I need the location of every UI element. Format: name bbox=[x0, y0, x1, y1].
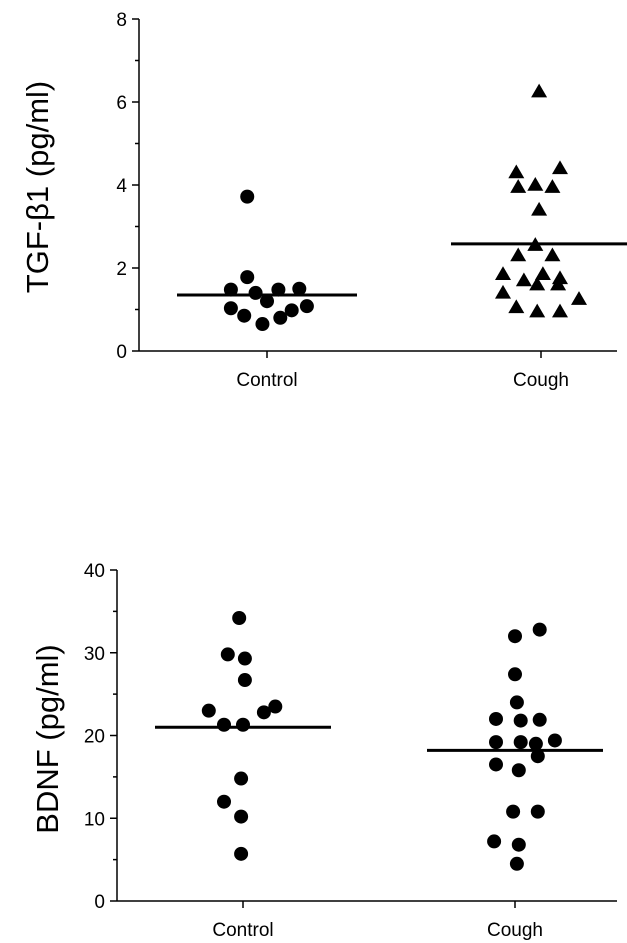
y-axis-title: BDNF (pg/ml) bbox=[30, 644, 65, 833]
data-point-triangle bbox=[495, 266, 511, 280]
data-point-circle bbox=[489, 711, 503, 726]
data-point-triangle bbox=[515, 272, 532, 287]
data-point-circle bbox=[273, 310, 288, 325]
data-point-circle bbox=[237, 308, 252, 323]
data-point-circle bbox=[489, 757, 503, 772]
data-point-circle bbox=[547, 733, 562, 748]
data-point-triangle bbox=[550, 276, 567, 291]
data-point-circle bbox=[528, 736, 543, 751]
data-point-circle bbox=[489, 735, 503, 750]
data-point-circle bbox=[237, 651, 252, 666]
data-point-circle bbox=[487, 834, 502, 849]
y-tick-label: 10 bbox=[84, 809, 105, 830]
bdnf-panel: BDNF (pg/ml) 0 10 20 30 40 Control Cough bbox=[30, 561, 617, 941]
data-point-circle bbox=[234, 809, 249, 824]
data-point-circle bbox=[248, 285, 263, 300]
x-category-label: Cough bbox=[513, 370, 569, 391]
data-point-triangle bbox=[531, 83, 548, 98]
data-point-circle bbox=[234, 771, 249, 786]
data-point-circle bbox=[513, 713, 528, 728]
x-category-label: Cough bbox=[487, 920, 543, 941]
data-point-triangle bbox=[527, 177, 544, 191]
data-point-circle bbox=[268, 699, 283, 714]
y-tick-label: 2 bbox=[116, 259, 127, 280]
tgf-beta1-panel: TGF-β1 (pg/ml) 0 2 4 6 8 Control Cough bbox=[20, 10, 627, 391]
data-point-circle bbox=[530, 804, 545, 819]
x-category-label: Control bbox=[236, 370, 297, 391]
data-point-triangle bbox=[571, 291, 587, 305]
data-point-circle bbox=[513, 735, 528, 750]
data-point-circle bbox=[217, 717, 231, 732]
y-tick-label: 20 bbox=[84, 727, 105, 748]
data-point-circle bbox=[240, 270, 255, 285]
data-point-circle bbox=[236, 717, 250, 732]
data-point-circle bbox=[255, 317, 270, 332]
data-point-circle bbox=[509, 695, 524, 710]
data-point-triangle bbox=[552, 303, 568, 318]
y-tick-label: 4 bbox=[116, 176, 127, 197]
data-point-circle bbox=[237, 673, 252, 688]
data-point-circle bbox=[217, 794, 231, 809]
data-point-triangle bbox=[529, 303, 546, 318]
y-tick-label: 40 bbox=[84, 561, 105, 582]
y-tick-label: 6 bbox=[116, 93, 127, 114]
x-category-label: Control bbox=[212, 920, 273, 941]
data-point-triangle bbox=[508, 299, 525, 314]
data-point-circle bbox=[232, 610, 247, 625]
data-point-circle bbox=[506, 804, 521, 819]
data-point-triangle bbox=[529, 276, 546, 291]
data-point-triangle bbox=[552, 160, 568, 175]
data-point-circle bbox=[260, 294, 274, 309]
data-point-circle bbox=[299, 299, 314, 314]
y-tick-label: 0 bbox=[94, 892, 105, 913]
data-point-circle bbox=[509, 856, 524, 871]
data-point-circle bbox=[223, 282, 238, 297]
y-tick-label: 0 bbox=[116, 342, 127, 363]
data-point-circle bbox=[256, 705, 271, 720]
y-tick-label: 8 bbox=[116, 10, 127, 31]
data-point-circle bbox=[223, 301, 238, 316]
data-point-triangle bbox=[544, 247, 561, 262]
data-point-circle bbox=[532, 622, 547, 637]
data-point-triangle bbox=[531, 201, 548, 216]
data-point-circle bbox=[220, 647, 235, 662]
data-point-circle bbox=[511, 837, 526, 852]
data-point-circle bbox=[284, 303, 299, 318]
data-point-triangle bbox=[495, 284, 511, 299]
data-point-triangle bbox=[508, 164, 525, 179]
data-point-circle bbox=[508, 667, 522, 682]
data-point-circle bbox=[240, 189, 255, 204]
y-tick-label: 30 bbox=[84, 644, 105, 665]
data-point-triangle bbox=[510, 247, 527, 262]
data-point-circle bbox=[508, 629, 522, 644]
data-point-circle bbox=[511, 763, 526, 778]
data-point-triangle bbox=[534, 266, 551, 280]
data-point-circle bbox=[234, 846, 249, 861]
data-point-circle bbox=[271, 282, 286, 297]
data-point-circle bbox=[201, 703, 216, 718]
data-point-triangle bbox=[510, 179, 527, 193]
data-point-circle bbox=[530, 749, 545, 764]
y-axis-title: TGF-β1 (pg/ml) bbox=[20, 81, 55, 293]
data-point-triangle bbox=[544, 179, 561, 193]
data-point-circle bbox=[532, 712, 547, 727]
data-point-circle bbox=[292, 281, 307, 296]
